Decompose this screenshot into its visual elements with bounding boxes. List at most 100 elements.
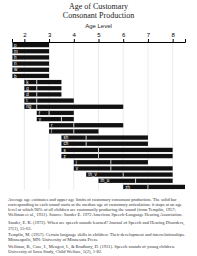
reference: Sander, E. K. (1972). When are speech so…	[8, 220, 184, 231]
x-tick: 8	[171, 32, 175, 42]
x-tick-label: 2	[23, 32, 27, 38]
x-tick: 7	[147, 32, 151, 42]
category-label: ch	[63, 141, 68, 146]
x-tick-mark	[99, 39, 100, 42]
median-line	[147, 185, 148, 189]
bar	[74, 166, 173, 170]
bar	[61, 148, 172, 152]
category-label: ng	[26, 104, 32, 109]
bar	[86, 172, 172, 176]
chart: Age of CustomaryConsonant Production Aver…	[0, 0, 197, 256]
reference: Wellman, B., Case, I., Mengert, I., & Br…	[8, 244, 175, 255]
bar	[12, 68, 49, 72]
annotation-line: University of Iowa Study, Child Welfare,…	[8, 249, 102, 255]
bar	[99, 179, 173, 183]
bar	[49, 129, 98, 133]
category-label: t	[26, 98, 28, 103]
x-axis-title: Age Level	[85, 23, 112, 29]
x-tick-mark	[148, 39, 149, 42]
median-line	[36, 92, 37, 96]
median-line	[36, 86, 37, 90]
x-axis-line	[13, 39, 186, 43]
median-line	[12, 61, 13, 65]
x-tick-label: 8	[171, 32, 175, 38]
median-line	[110, 166, 111, 170]
category-label: zh	[125, 185, 130, 190]
bar	[61, 142, 148, 146]
median-line	[12, 55, 13, 59]
median-line	[12, 49, 13, 53]
median-line	[12, 74, 13, 78]
median-line	[123, 172, 124, 176]
annotation-line: 37(1), 55-63.	[8, 226, 32, 232]
median-line	[110, 160, 111, 164]
median-line	[36, 80, 37, 84]
x-tick-label: 7	[147, 32, 151, 38]
x-tick: 4	[73, 32, 77, 42]
category-label: p	[14, 43, 17, 48]
category-label: s	[63, 148, 66, 153]
bar	[24, 98, 73, 102]
category-label: sh	[63, 135, 68, 140]
category-label: z	[63, 154, 66, 159]
category-label: d	[26, 92, 29, 97]
bar	[24, 105, 123, 109]
x-tick: 3	[48, 32, 52, 42]
x-tick-mark	[49, 39, 50, 42]
median-line	[36, 105, 37, 109]
median-line	[135, 179, 136, 183]
bar	[12, 49, 49, 53]
category-label: th_u	[101, 178, 110, 183]
category-label: n	[14, 61, 17, 66]
median-line	[61, 117, 62, 121]
bar	[24, 92, 61, 96]
footnote: Average age estimates and upper age limi…	[8, 197, 182, 219]
bar	[37, 111, 74, 115]
median-line	[73, 129, 74, 133]
bar	[61, 135, 148, 139]
title: Age of CustomaryConsonant Production	[63, 2, 134, 20]
category-label: g	[26, 86, 29, 91]
category-label: y	[39, 117, 42, 122]
category-label: l	[51, 129, 52, 134]
category-label: m	[14, 49, 18, 54]
median-line	[86, 142, 87, 146]
bar	[74, 160, 148, 164]
median-line	[12, 68, 13, 72]
title-line: Age of Customary	[69, 2, 128, 11]
x-tick-mark	[24, 39, 25, 42]
x-tick-mark	[173, 39, 174, 42]
median-line	[73, 123, 74, 127]
x-tick-label: 3	[48, 32, 52, 38]
x-axis: 2 3 4 5 6 7 8	[13, 32, 186, 43]
x-tick-label: 5	[97, 32, 101, 38]
x-tick: 5	[97, 32, 101, 42]
bar	[12, 61, 49, 65]
x-tick-mark	[74, 39, 75, 42]
bar	[49, 123, 123, 127]
x-tick-label: 6	[122, 32, 126, 38]
annotation-line: Minneapolis, MN: University of Minnesota…	[8, 237, 98, 243]
median-line	[86, 135, 87, 139]
category-label: th_v	[88, 172, 97, 177]
category-label: w	[14, 67, 18, 72]
x-tick: 2	[23, 32, 27, 42]
category-label: j	[75, 160, 77, 165]
annotation-line: Wellman et al., 1931). Source: Sander E.…	[8, 212, 182, 218]
title-line: Consonant Production	[63, 11, 134, 20]
x-tick-mark	[123, 39, 124, 42]
reference: Templin, M. (1957). Certain language ski…	[8, 232, 185, 243]
median-line	[36, 98, 37, 102]
category-label: v	[76, 166, 79, 171]
bar	[37, 117, 74, 121]
category-label: r	[51, 123, 53, 128]
x-tick-label: 4	[73, 32, 77, 38]
median-line	[12, 43, 13, 47]
bar	[12, 74, 49, 78]
category-label: h	[14, 55, 17, 60]
bar	[24, 86, 61, 90]
bars	[12, 43, 185, 189]
category-label: b	[14, 74, 17, 79]
median-line	[98, 148, 99, 152]
median-line	[49, 111, 50, 115]
